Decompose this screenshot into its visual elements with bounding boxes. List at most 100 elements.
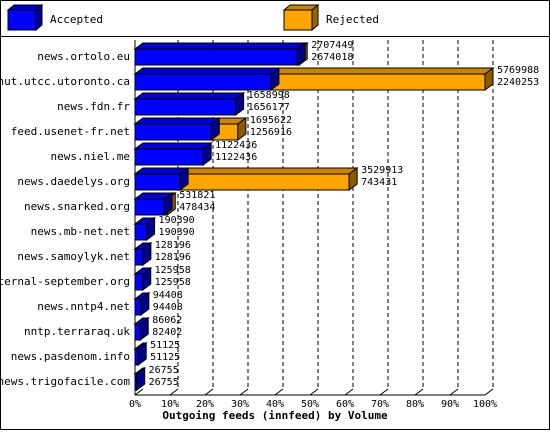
bar	[134, 323, 141, 341]
y-tick-label: news.pasdenom.info	[11, 350, 130, 363]
x-tick-label: 90%	[441, 399, 459, 410]
bar	[134, 98, 236, 116]
data-label: 2674018	[311, 52, 353, 63]
tick-mark	[309, 388, 319, 396]
legend-swatch	[7, 9, 37, 31]
y-tick-label: news.fdn.fr	[57, 100, 130, 113]
bar-side	[146, 217, 156, 241]
bar-side	[163, 192, 173, 216]
data-label: 1658998	[248, 90, 290, 101]
tick-mark	[449, 388, 459, 396]
data-label: 190390	[159, 215, 195, 226]
data-label: 190390	[159, 227, 195, 238]
tick-mark	[414, 388, 424, 396]
bar-side	[234, 92, 244, 116]
x-tick-label: 80%	[406, 399, 424, 410]
y-tick-label: news.ortolo.eu	[37, 50, 130, 63]
tick-mark	[379, 388, 389, 396]
bar-side	[136, 367, 146, 391]
bar-side	[202, 142, 212, 166]
bar-side	[237, 117, 247, 141]
y-tick-label: news.trigofacile.com	[0, 375, 130, 388]
x-tick-label: 30%	[231, 399, 249, 410]
data-label: 478434	[179, 202, 215, 213]
data-label: 26755	[149, 365, 179, 376]
data-label: 531821	[179, 190, 215, 201]
bar-side	[142, 267, 152, 291]
x-tick-label: 10%	[161, 399, 179, 410]
data-label: 3529913	[361, 165, 403, 176]
x-tick-label: 70%	[371, 399, 389, 410]
y-tick-label: news.snarked.org	[24, 200, 130, 213]
bar	[134, 248, 144, 266]
y-tick-label: news.niel.me	[51, 150, 130, 163]
data-label: 26755	[149, 377, 179, 388]
y-tick-label: feed.usenet-fr.net	[11, 125, 130, 138]
data-label: 51125	[150, 352, 180, 363]
x-tick-label: 40%	[266, 399, 284, 410]
tick-mark	[239, 388, 249, 396]
bar-side	[140, 292, 150, 316]
bar-side	[348, 167, 358, 191]
data-label: 2240253	[497, 77, 539, 88]
bar	[134, 223, 148, 241]
bar-top	[133, 92, 245, 100]
bar-top	[133, 42, 307, 50]
y-tick-label: news.nntp4.net	[37, 300, 130, 313]
legend-swatch	[283, 9, 313, 31]
data-label: 2707449	[311, 40, 353, 51]
bar-side	[179, 167, 189, 191]
x-tick-label: 20%	[196, 399, 214, 410]
bar-top	[133, 142, 213, 150]
bar-side	[296, 42, 306, 66]
bar-top	[133, 117, 221, 125]
legend-label: Rejected	[326, 13, 379, 26]
bar-top	[133, 167, 190, 175]
data-label: 86062	[152, 315, 182, 326]
tick-mark	[204, 388, 214, 396]
y-tick-label: eternal-september.org	[0, 275, 130, 288]
tick-mark	[484, 388, 494, 396]
data-label: 128196	[155, 252, 191, 263]
data-label: 94408	[153, 302, 183, 313]
x-tick-label: 60%	[336, 399, 354, 410]
data-label: 125958	[155, 277, 191, 288]
tick-mark	[134, 388, 144, 396]
bar-side	[137, 342, 147, 366]
data-label: 1256916	[250, 127, 292, 138]
legend-swatch	[35, 3, 43, 32]
x-axis-label: Outgoing feeds (innfeed) by Volume	[162, 409, 388, 422]
legend-swatch	[311, 3, 319, 32]
bar	[134, 298, 142, 316]
bar-side	[484, 67, 494, 91]
bar	[134, 73, 272, 91]
data-label: 1695622	[250, 115, 292, 126]
tick-mark	[169, 388, 179, 396]
bar	[134, 123, 212, 141]
y-tick-label: nntp.terraraq.uk	[24, 325, 130, 338]
data-label: 125958	[155, 265, 191, 276]
data-label: 128196	[155, 240, 191, 251]
tick-mark	[344, 388, 354, 396]
tick-mark	[274, 388, 284, 396]
bar-top	[133, 67, 281, 75]
bar-side	[270, 67, 280, 91]
data-label: 1122436	[215, 152, 257, 163]
data-label: 1122436	[215, 140, 257, 151]
data-label: 82402	[152, 327, 182, 338]
y-tick-label: news.mb-net.net	[31, 225, 130, 238]
data-label: 94408	[153, 290, 183, 301]
data-label: 5769988	[497, 65, 539, 76]
y-tick-label: news.samoylyk.net	[17, 250, 130, 263]
legend-label: Accepted	[50, 13, 103, 26]
x-tick-label: 50%	[301, 399, 319, 410]
bar	[134, 148, 204, 166]
data-label: 1656177	[248, 102, 290, 113]
bar	[134, 198, 165, 216]
bar	[134, 273, 144, 291]
bar	[134, 48, 298, 66]
x-tick-label: 100%	[473, 399, 497, 410]
bar-side	[139, 317, 149, 341]
bar-side	[210, 117, 220, 141]
